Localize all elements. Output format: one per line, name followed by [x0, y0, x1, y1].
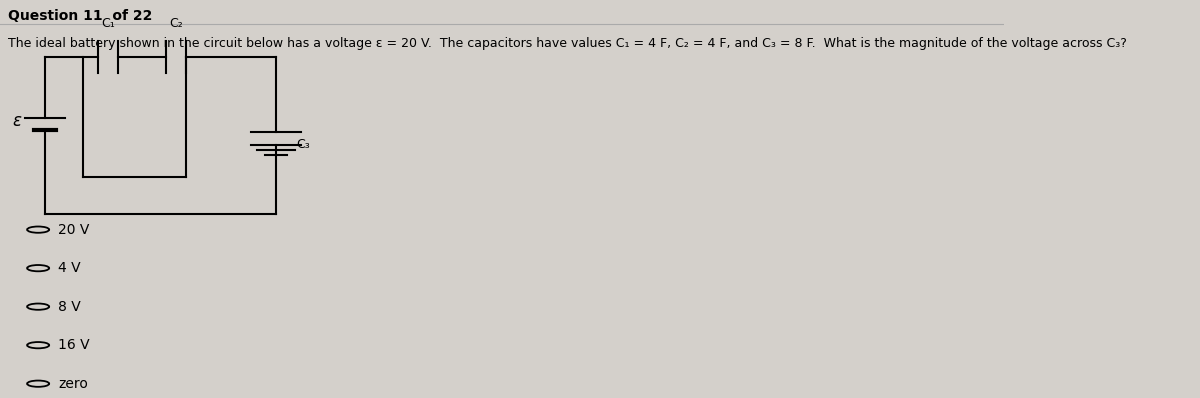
Text: ε: ε [12, 112, 22, 130]
Text: C₂: C₂ [169, 17, 182, 30]
Text: 20 V: 20 V [59, 222, 90, 237]
Text: Question 11  of 22: Question 11 of 22 [8, 9, 152, 23]
Text: 8 V: 8 V [59, 300, 80, 314]
Text: 16 V: 16 V [59, 338, 90, 352]
Text: 4 V: 4 V [59, 261, 80, 275]
Text: C₃: C₃ [296, 138, 310, 150]
Text: zero: zero [59, 377, 88, 391]
Text: The ideal battery shown in the circuit below has a voltage ε = 20 V.  The capaci: The ideal battery shown in the circuit b… [8, 37, 1127, 50]
Text: C₁: C₁ [102, 17, 115, 30]
